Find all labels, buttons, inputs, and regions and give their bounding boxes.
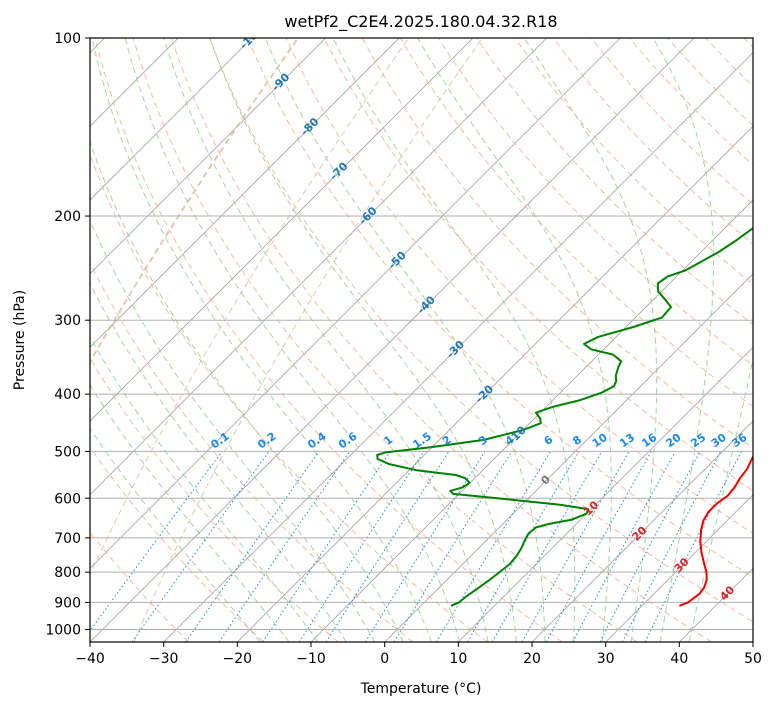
isotherm-line xyxy=(458,346,753,642)
moist-adiabat-line xyxy=(523,38,658,642)
dewpoint-line xyxy=(376,226,753,607)
moist-adiabat-line xyxy=(90,383,290,642)
y-axis-title: Pressure (hPa) xyxy=(12,290,28,390)
y-tick-label: 200 xyxy=(54,209,81,225)
dry-adiabat-line xyxy=(247,38,753,578)
dry-adiabat-line xyxy=(476,38,753,326)
moist-adiabat-line xyxy=(209,38,517,642)
mixing-ratio-line xyxy=(185,451,320,642)
moist-adiabat-line xyxy=(163,38,489,642)
y-tick-label: 800 xyxy=(54,565,81,581)
profile-lines xyxy=(376,226,753,607)
y-tick-label: 600 xyxy=(54,491,81,507)
theta-e-line xyxy=(90,38,410,576)
isotherm-line xyxy=(90,38,474,422)
theta-e-line xyxy=(133,38,483,642)
y-tick-label: 700 xyxy=(54,531,81,547)
mixing-ratio-line xyxy=(131,451,270,642)
mixing-ratio-line xyxy=(393,451,513,642)
mixing-ratio-line xyxy=(298,451,425,642)
dry-adiabat-line xyxy=(170,38,712,642)
moist-adiabat-line xyxy=(264,38,546,642)
x-tick-label: 30 xyxy=(597,651,615,667)
dry-adiabat-line xyxy=(514,38,753,285)
mixing-ratio-line xyxy=(90,451,223,632)
dry-adiabat-line xyxy=(323,38,753,492)
moist-adiabat-line xyxy=(332,38,576,642)
y-tick-label: 100 xyxy=(54,31,81,47)
moist-adiabat-line xyxy=(90,282,347,642)
isotherm-line xyxy=(237,125,753,642)
mixing-ratio-line xyxy=(218,451,351,642)
dry-adiabat-line xyxy=(90,357,339,642)
x-tick-label: −10 xyxy=(296,651,326,667)
y-tick-label: 1000 xyxy=(45,622,81,638)
background-lines xyxy=(90,38,753,642)
isotherm-line xyxy=(531,420,753,642)
isotherm-line xyxy=(90,38,695,642)
chart-title: wetPf2_C2E4.2025.180.04.32.R18 xyxy=(284,12,557,32)
x-tick-label: 50 xyxy=(744,651,762,667)
mixing-ratio-line xyxy=(521,451,630,642)
moist-adiabat-line xyxy=(124,38,461,642)
mixing-ratio-line xyxy=(325,451,450,642)
x-tick-label: −30 xyxy=(149,651,179,667)
moist-adiabat-line xyxy=(90,218,376,642)
moist-adiabat-line xyxy=(688,356,753,642)
y-tick-label: 300 xyxy=(54,313,81,329)
mixing-ratio-line xyxy=(644,451,742,642)
isotherm-line xyxy=(384,273,753,642)
x-axis-title: Temperature (°C) xyxy=(360,681,482,697)
mixing-ratio-line xyxy=(262,451,391,642)
mixing-ratio-line xyxy=(621,451,722,642)
moist-adiabat-line xyxy=(652,38,714,642)
mixing-ratio-line xyxy=(545,451,652,642)
y-tick-label: 400 xyxy=(54,387,81,403)
dry-adiabat-line xyxy=(209,38,753,623)
dry-adiabat-line xyxy=(90,261,414,642)
x-tick-label: 40 xyxy=(670,651,688,667)
isotherm-line xyxy=(605,494,753,642)
x-tick-label: 10 xyxy=(449,651,467,667)
pressure-gridlines xyxy=(90,38,753,630)
dry-adiabat-line xyxy=(90,446,264,642)
moist-adiabat-line xyxy=(417,38,612,642)
isotherm-line xyxy=(90,38,253,201)
x-tick-label: 0 xyxy=(380,651,389,667)
dry-adiabat-line xyxy=(285,38,753,535)
isotherm-line xyxy=(90,38,400,348)
dry-adiabat-line xyxy=(94,38,563,642)
x-tick-label: 20 xyxy=(523,651,541,667)
x-tick-label: −20 xyxy=(223,651,253,667)
isotherm-line xyxy=(90,38,547,496)
x-tick-label: −40 xyxy=(75,651,105,667)
isotherm-line xyxy=(163,52,753,642)
temperature-line xyxy=(679,454,753,607)
y-tick-label: 900 xyxy=(54,595,81,611)
moist-adiabat-line xyxy=(90,336,319,642)
y-axis: 100 200 300 400 500 600 700 800 900 1000 xyxy=(45,31,90,638)
y-tick-label: 500 xyxy=(54,444,81,460)
mixing-ratio-line xyxy=(572,451,676,642)
moist-adiabat-line xyxy=(91,38,432,642)
isotherm-line xyxy=(90,38,326,275)
plot-area xyxy=(90,38,753,642)
isotherm-line xyxy=(90,38,621,569)
x-axis: −40 −30 −20 −10 0 10 20 30 40 50 xyxy=(75,642,762,667)
plot-frame xyxy=(89,37,754,643)
moist-adiabat-line xyxy=(90,139,404,642)
